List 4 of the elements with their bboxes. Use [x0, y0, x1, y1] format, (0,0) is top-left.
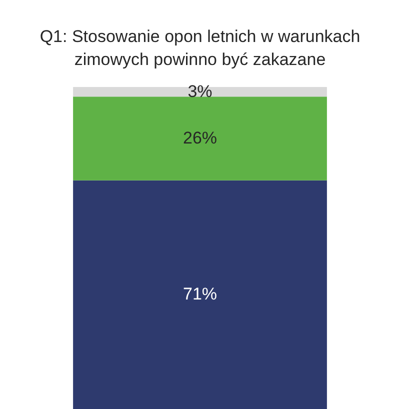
data-label: 26% [182, 128, 218, 148]
chart-title: Q1: Stosowanie opon letnich w warunkach zimowych powinno być zakazane [40, 26, 360, 69]
data-label: 3% [188, 82, 212, 101]
data-label: 71% [182, 284, 218, 304]
